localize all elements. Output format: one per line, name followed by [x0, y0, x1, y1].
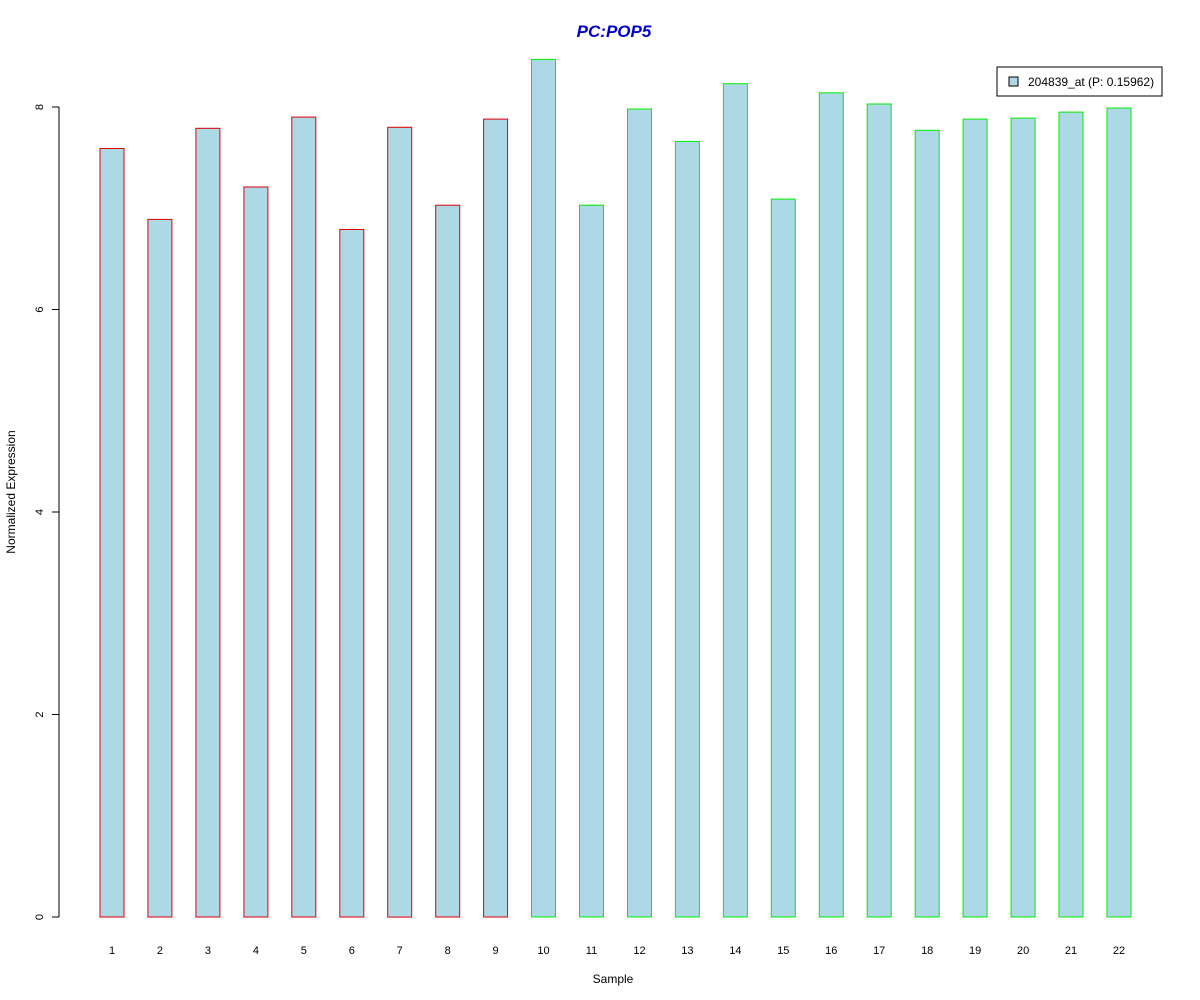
chart-title: PC:POP5 — [577, 22, 652, 41]
bar-sample-6 — [339, 229, 365, 918]
bar-sample-5 — [291, 116, 317, 918]
bar-sample-20 — [1010, 117, 1036, 918]
bars — [99, 58, 1132, 918]
bar-sample-11 — [579, 204, 604, 918]
x-tick-label: 3 — [205, 945, 211, 957]
x-axis-label: Sample — [593, 972, 634, 986]
bar-sample-1 — [99, 148, 125, 918]
x-tick-label: 4 — [253, 945, 259, 957]
bar-sample-8 — [435, 204, 461, 918]
x-tick-label: 11 — [586, 945, 597, 957]
x-tick-label: 12 — [633, 945, 645, 957]
x-tick-label: 8 — [445, 945, 451, 957]
y-tick-label: 4 — [34, 509, 46, 515]
x-tick-label: 17 — [873, 945, 885, 957]
bar-sample-12 — [627, 108, 652, 918]
x-tick-label: 19 — [969, 945, 981, 957]
y-axis: 0 2 4 6 8 — [34, 104, 60, 920]
bar-sample-19 — [962, 118, 988, 918]
bar-sample-17 — [866, 103, 892, 918]
bar-sample-2 — [147, 218, 173, 918]
bar-sample-18 — [914, 129, 940, 918]
x-tick-label: 1 — [109, 945, 115, 957]
x-tick-label: 6 — [349, 945, 355, 957]
x-tick-labels: 1 2 3 4 5 6 7 8 9 10 11 12 13 14 15 16 17 18 19 20 21 22 — [109, 945, 1125, 957]
x-tick-label: 20 — [1017, 945, 1029, 957]
x-tick-label: 22 — [1113, 945, 1125, 957]
bar-sample-13 — [674, 140, 700, 918]
x-tick-label: 9 — [493, 945, 499, 957]
y-tick-label: 8 — [34, 104, 46, 110]
bar-sample-4 — [243, 186, 269, 918]
legend-label: 204839_at (P: 0.15962) — [1028, 75, 1154, 89]
bar-sample-3 — [195, 127, 221, 918]
y-tick-label: 0 — [34, 914, 46, 920]
legend-box — [996, 66, 1163, 97]
bar-sample-10 — [531, 58, 556, 918]
bar-sample-15 — [770, 198, 796, 918]
y-tick-label: 6 — [34, 306, 46, 312]
x-tick-label: 15 — [777, 945, 789, 957]
x-tick-label: 5 — [301, 945, 307, 957]
bar-sample-22 — [1106, 107, 1132, 918]
legend: 204839_at (P: 0.15962) — [996, 66, 1163, 97]
x-tick-label: 21 — [1065, 945, 1077, 957]
x-tick-label: 2 — [157, 945, 163, 957]
x-tick-label: 13 — [681, 945, 693, 957]
x-tick-label: 16 — [825, 945, 837, 957]
bar-sample-16 — [818, 92, 844, 918]
bar-sample-21 — [1058, 111, 1084, 918]
x-tick-label: 10 — [537, 945, 549, 957]
x-tick-label: 18 — [921, 945, 933, 957]
bar-sample-14 — [722, 83, 748, 918]
x-tick-label: 7 — [397, 945, 403, 957]
legend-swatch — [1008, 76, 1019, 87]
y-tick-label: 2 — [34, 711, 46, 717]
bar-sample-9 — [483, 118, 509, 918]
y-axis-label: Normalized Expression — [4, 430, 18, 553]
bar-sample-7 — [387, 126, 413, 918]
x-tick-label: 14 — [729, 945, 741, 957]
